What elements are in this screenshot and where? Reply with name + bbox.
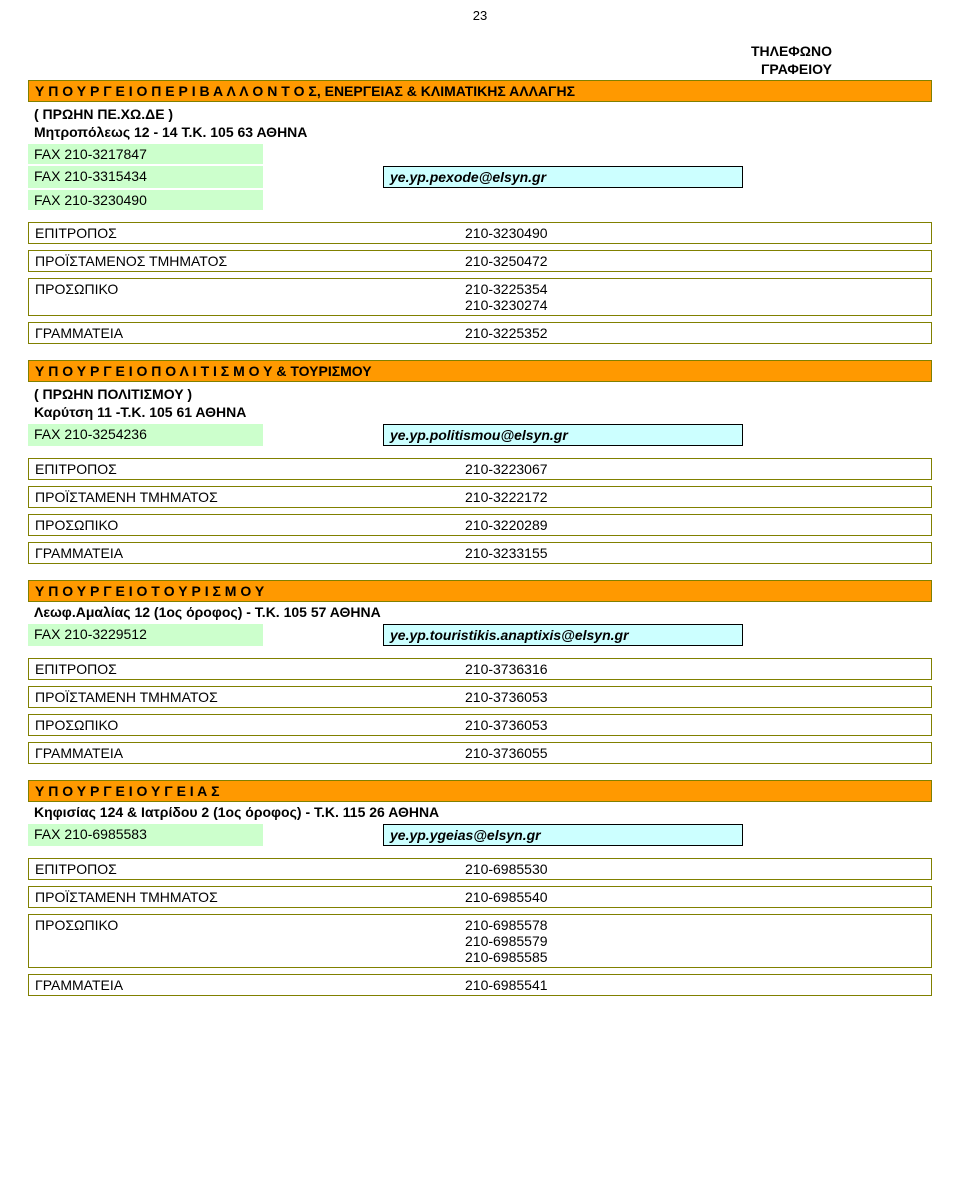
fax-number: FAX 210-3230490 — [28, 190, 263, 210]
row-value: 210-3736316 — [465, 661, 548, 677]
section-title: Υ Π Ο Υ Ρ Γ Ε Ι Ο Υ Γ Ε Ι Α Σ — [28, 780, 932, 802]
data-row: ΠΡΟΪΣΤΑΜΕΝΗ ΤΜΗΜΑΤΟΣ210-3222172 — [28, 486, 932, 508]
data-row: ΠΡΟΣΩΠΙΚΟ210-3220289 — [28, 514, 932, 536]
row-label: ΠΡΟΣΩΠΙΚΟ — [35, 281, 465, 297]
data-row: ΕΠΙΤΡΟΠΟΣ210-6985530 — [28, 858, 932, 880]
column-header: ΤΗΛΕΦΩΝΟ ΓΡΑΦΕΙΟΥ — [28, 43, 932, 78]
data-row: ΠΡΟΣΩΠΙΚΟ210-3736053 — [28, 714, 932, 736]
row-label: ΕΠΙΤΡΟΠΟΣ — [35, 661, 465, 677]
data-row: ΓΡΑΜΜΑΤΕΙΑ210-3225352 — [28, 322, 932, 344]
section-address: Λεωφ.Αμαλίας 12 (1ος όροφος) - Τ.Κ. 105 … — [28, 604, 932, 624]
section-subtitle: ( ΠΡΩΗΝ ΠΟΛΙΤΙΣΜΟΥ ) — [28, 384, 932, 404]
row-value: 210-3225354 210-3230274 — [465, 281, 548, 313]
row-label: ΕΠΙΤΡΟΠΟΣ — [35, 225, 465, 241]
row-value: 210-3250472 — [465, 253, 548, 269]
row-value: 210-6985578 210-6985579 210-6985585 — [465, 917, 548, 965]
data-row: ΓΡΑΜΜΑΤΕΙΑ210-3736055 — [28, 742, 932, 764]
email-address: ye.yp.ygeias@elsyn.gr — [383, 824, 743, 846]
fax-number: FAX 210-3315434 — [28, 166, 263, 188]
row-value: 210-3736055 — [465, 745, 548, 761]
data-row: ΠΡΟΪΣΤΑΜΕΝΗ ΤΜΗΜΑΤΟΣ210-6985540 — [28, 886, 932, 908]
row-value: 210-3223067 — [465, 461, 548, 477]
email-address: ye.yp.politismou@elsyn.gr — [383, 424, 743, 446]
data-row: ΕΠΙΤΡΟΠΟΣ210-3230490 — [28, 222, 932, 244]
email-address: ye.yp.touristikis.anaptixis@elsyn.gr — [383, 624, 743, 646]
row-label: ΠΡΟΪΣΤΑΜΕΝΟΣ ΤΜΗΜΑΤΟΣ — [35, 253, 465, 269]
data-row: ΕΠΙΤΡΟΠΟΣ210-3223067 — [28, 458, 932, 480]
data-row: ΠΡΟΣΩΠΙΚΟ210-3225354 210-3230274 — [28, 278, 932, 316]
fax-number: FAX 210-6985583 — [28, 824, 263, 846]
row-label: ΠΡΟΪΣΤΑΜΕΝΗ ΤΜΗΜΑΤΟΣ — [35, 689, 465, 705]
row-label: ΓΡΑΜΜΑΤΕΙΑ — [35, 977, 465, 993]
row-label: ΕΠΙΤΡΟΠΟΣ — [35, 861, 465, 877]
section-address: Κηφισίας 124 & Ιατρίδου 2 (1ος όροφος) -… — [28, 804, 932, 824]
row-value: 210-3225352 — [465, 325, 548, 341]
row-value: 210-3230490 — [465, 225, 548, 241]
page-number: 23 — [28, 0, 932, 43]
row-value: 210-3222172 — [465, 489, 548, 505]
row-label: ΠΡΟΪΣΤΑΜΕΝΗ ΤΜΗΜΑΤΟΣ — [35, 489, 465, 505]
section-title: Υ Π Ο Υ Ρ Γ Ε Ι Ο Τ Ο Υ Ρ Ι Σ Μ Ο Υ — [28, 580, 932, 602]
row-label: ΠΡΟΣΩΠΙΚΟ — [35, 717, 465, 733]
row-value: 210-3736053 — [465, 717, 548, 733]
row-label: ΓΡΑΜΜΑΤΕΙΑ — [35, 745, 465, 761]
row-value: 210-3233155 — [465, 545, 548, 561]
section-title: Υ Π Ο Υ Ρ Γ Ε Ι Ο Π Ο Λ Ι Τ Ι Σ Μ Ο Υ & … — [28, 360, 932, 382]
row-value: 210-3220289 — [465, 517, 548, 533]
data-row: ΓΡΑΜΜΑΤΕΙΑ210-3233155 — [28, 542, 932, 564]
section-title: Υ Π Ο Υ Ρ Γ Ε Ι Ο Π Ε Ρ Ι Β Α Λ Λ Ο Ν Τ … — [28, 80, 932, 102]
row-label: ΕΠΙΤΡΟΠΟΣ — [35, 461, 465, 477]
row-value: 210-6985541 — [465, 977, 548, 993]
section-subtitle: ( ΠΡΩΗΝ ΠΕ.ΧΩ.ΔΕ ) — [28, 104, 932, 124]
data-row: ΠΡΟΪΣΤΑΜΕΝΗ ΤΜΗΜΑΤΟΣ210-3736053 — [28, 686, 932, 708]
row-label: ΠΡΟΣΩΠΙΚΟ — [35, 517, 465, 533]
data-row: ΓΡΑΜΜΑΤΕΙΑ210-6985541 — [28, 974, 932, 996]
row-label: ΓΡΑΜΜΑΤΕΙΑ — [35, 325, 465, 341]
row-value: 210-6985540 — [465, 889, 548, 905]
row-label: ΠΡΟΣΩΠΙΚΟ — [35, 917, 465, 933]
fax-number: FAX 210-3217847 — [28, 144, 263, 164]
data-row: ΠΡΟΣΩΠΙΚΟ210-6985578 210-6985579 210-698… — [28, 914, 932, 968]
email-address: ye.yp.pexode@elsyn.gr — [383, 166, 743, 188]
data-row: ΕΠΙΤΡΟΠΟΣ210-3736316 — [28, 658, 932, 680]
row-label: ΓΡΑΜΜΑΤΕΙΑ — [35, 545, 465, 561]
section-address: Μητροπόλεως 12 - 14 Τ.Κ. 105 63 ΑΘΗΝΑ — [28, 124, 932, 144]
row-value: 210-6985530 — [465, 861, 548, 877]
row-label: ΠΡΟΪΣΤΑΜΕΝΗ ΤΜΗΜΑΤΟΣ — [35, 889, 465, 905]
section-address: Καρύτση 11 -Τ.Κ. 105 61 ΑΘΗΝΑ — [28, 404, 932, 424]
row-value: 210-3736053 — [465, 689, 548, 705]
fax-number: FAX 210-3254236 — [28, 424, 263, 446]
fax-number: FAX 210-3229512 — [28, 624, 263, 646]
data-row: ΠΡΟΪΣΤΑΜΕΝΟΣ ΤΜΗΜΑΤΟΣ210-3250472 — [28, 250, 932, 272]
